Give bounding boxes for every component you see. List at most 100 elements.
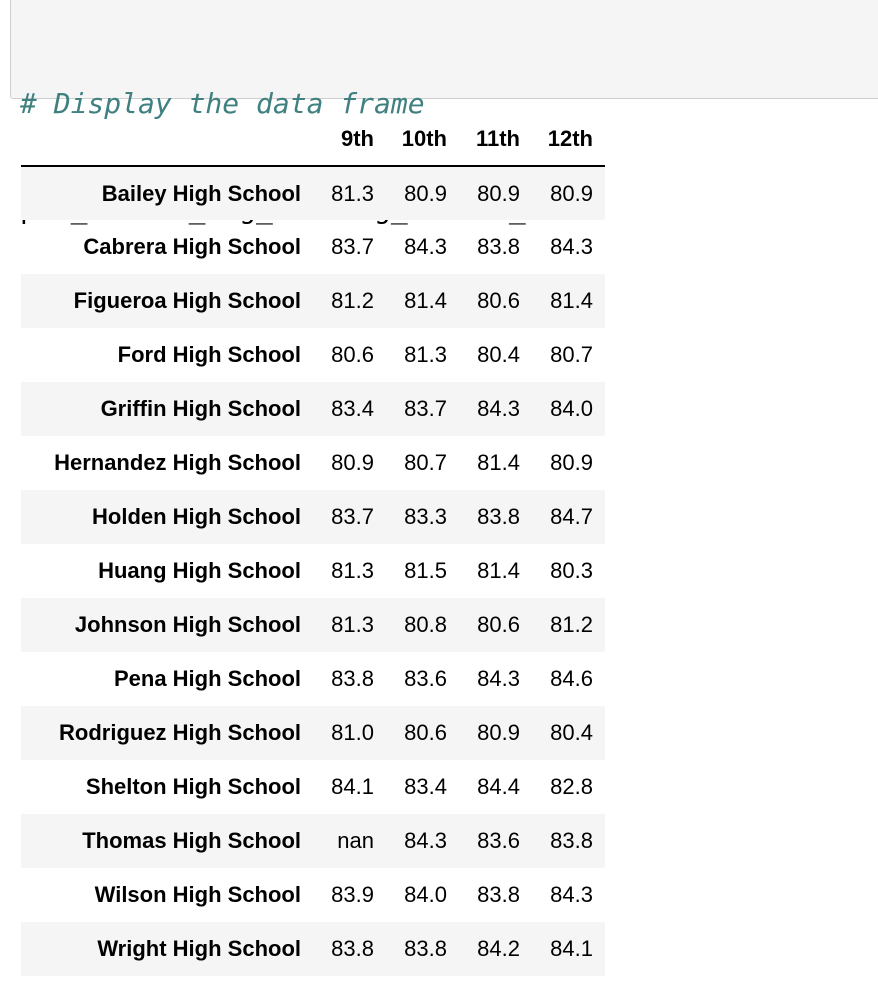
- table-body: Bailey High School 81.3 80.9 80.9 80.9 Cabrer…: [21, 166, 605, 976]
- table-cell-11th: 83.8: [477, 504, 520, 529]
- table-cell-12th: 84.3: [550, 234, 593, 259]
- row-index-label: Bailey High School: [101, 180, 301, 206]
- table-cell-9th: 80.6: [331, 342, 374, 367]
- table-row: Ford High School 80.6 81.3 80.4 80.7: [21, 328, 605, 382]
- row-index-label: Figueroa High School: [73, 288, 301, 313]
- table-cell-12th: 84.3: [550, 882, 593, 907]
- column-header-11th: 11th: [475, 125, 520, 151]
- table-cell-9th: 83.9: [331, 882, 374, 907]
- table-cell-12th: 80.9: [550, 450, 593, 475]
- table-cell-10th: 83.3: [404, 504, 447, 529]
- row-index-label: Wilson High School: [94, 882, 301, 907]
- column-header-10th: 10th: [401, 125, 447, 151]
- table-row: Cabrera High School 83.7 84.3 83.8 84.3: [21, 220, 605, 274]
- row-index-label: Johnson High School: [74, 612, 301, 637]
- table-cell-11th: 80.9: [477, 180, 520, 206]
- table-row: Shelton High School 84.1 83.4 84.4 82.8: [21, 760, 605, 814]
- table-cell-10th: 83.4: [404, 774, 447, 799]
- row-index-label: Griffin High School: [100, 396, 301, 421]
- table-cell-9th: 81.3: [331, 612, 374, 637]
- table-cell-11th: 80.6: [477, 612, 520, 637]
- table-cell-10th: 84.3: [404, 828, 447, 853]
- table-header: 9th 10th 11th 12th: [21, 112, 605, 166]
- table-cell-9th: 83.8: [331, 666, 374, 691]
- table-cell-10th: 81.4: [404, 288, 447, 313]
- table-cell-12th: 80.7: [550, 342, 593, 367]
- row-index-label: Shelton High School: [85, 774, 301, 799]
- table-row: Johnson High School 81.3 80.8 80.6 81.2: [21, 598, 605, 652]
- table-cell-10th: 80.7: [404, 450, 447, 475]
- table-cell-10th: 80.9: [404, 180, 447, 206]
- table-cell-10th: 83.7: [404, 396, 447, 421]
- table-cell-10th: 80.8: [404, 612, 447, 637]
- table-cell-10th: 83.8: [404, 936, 447, 961]
- table-cell-10th: 84.3: [404, 234, 447, 259]
- table-cell-9th: 81.3: [331, 558, 374, 583]
- table-cell-11th: 84.3: [477, 396, 520, 421]
- table-row: Holden High School 83.7 83.3 83.8 84.7: [21, 490, 605, 544]
- table-cell-11th: 80.9: [477, 720, 520, 745]
- table-cell-11th: 81.4: [477, 450, 520, 475]
- table-row: Bailey High School 81.3 80.9 80.9 80.9: [21, 166, 605, 220]
- row-index-label: Wright High School: [97, 936, 301, 961]
- table-cell-10th: 80.6: [404, 720, 447, 745]
- table-cell-10th: 81.5: [404, 558, 447, 583]
- row-index-label: Pena High School: [113, 666, 301, 691]
- table-cell-12th: 81.4: [550, 288, 593, 313]
- table-cell-11th: 80.4: [477, 342, 520, 367]
- table-cell-10th: 84.0: [404, 882, 447, 907]
- table-cell-9th: 83.4: [331, 396, 374, 421]
- table-cell-9th: 83.7: [331, 504, 374, 529]
- table-cell-10th: 81.3: [404, 342, 447, 367]
- table-cell-9th: 81.0: [331, 720, 374, 745]
- table-row: Wright High School 83.8 83.8 84.2 84.1: [21, 922, 605, 976]
- table-cell-12th: 80.4: [550, 720, 593, 745]
- table-cell-9th: 83.8: [331, 936, 374, 961]
- row-index-label: Huang High School: [98, 558, 301, 583]
- table-cell-9th: 81.2: [331, 288, 374, 313]
- table-cell-11th: 83.8: [477, 882, 520, 907]
- table-cell-9th: 84.1: [331, 774, 374, 799]
- table-cell-11th: 83.6: [477, 828, 520, 853]
- table-row: Huang High School 81.3 81.5 81.4 80.3: [21, 544, 605, 598]
- row-index-label: Cabrera High School: [83, 234, 301, 259]
- table-cell-12th: 84.0: [550, 396, 593, 421]
- table-cell-12th: 84.1: [550, 936, 593, 961]
- index-header: [21, 112, 313, 166]
- table-cell-11th: 83.8: [477, 234, 520, 259]
- table-cell-11th: 80.6: [477, 288, 520, 313]
- table-cell-10th: 83.6: [404, 666, 447, 691]
- table-cell-12th: 81.2: [550, 612, 593, 637]
- row-index-label: Hernandez High School: [54, 450, 301, 475]
- table-row: Hernandez High School 80.9 80.7 81.4 80.9: [21, 436, 605, 490]
- column-header-9th: 9th: [341, 125, 374, 151]
- table-cell-12th: 84.7: [550, 504, 593, 529]
- table-cell-11th: 84.2: [477, 936, 520, 961]
- table-cell-12th: 80.3: [550, 558, 593, 583]
- table-cell-12th: 83.8: [550, 828, 593, 853]
- code-cell-input[interactable]: # Display the data frame per_school_avg_…: [10, 0, 878, 225]
- row-index-label: Thomas High School: [82, 828, 301, 853]
- table-row: Thomas High School nan 84.3 83.6 83.8: [21, 814, 605, 868]
- table-cell-9th: nan: [337, 828, 374, 853]
- row-index-label: Ford High School: [117, 342, 301, 367]
- table-cell-9th: 80.9: [331, 450, 374, 475]
- table-cell-9th: 83.7: [331, 234, 374, 259]
- table-cell-11th: 84.4: [477, 774, 520, 799]
- table-row: Pena High School 83.8 83.6 84.3 84.6: [21, 652, 605, 706]
- table-row: Figueroa High School 81.2 81.4 80.6 81.4: [21, 274, 605, 328]
- table-cell-9th: 81.3: [331, 180, 374, 206]
- table-cell-12th: 80.9: [550, 180, 593, 206]
- table-row: Rodriguez High School 81.0 80.6 80.9 80.4: [21, 706, 605, 760]
- table-cell-12th: 84.6: [550, 666, 593, 691]
- code-comment: # Display the data frame: [20, 87, 425, 120]
- table-cell-11th: 84.3: [477, 666, 520, 691]
- row-index-label: Rodriguez High School: [59, 720, 301, 745]
- table-cell-11th: 81.4: [477, 558, 520, 583]
- header-row: 9th 10th 11th 12th: [21, 112, 605, 166]
- table-cell-12th: 82.8: [550, 774, 593, 799]
- table-row: Griffin High School 83.4 83.7 84.3 84.0: [21, 382, 605, 436]
- column-header-12th: 12th: [547, 125, 593, 151]
- row-index-label: Holden High School: [92, 504, 301, 529]
- code-line: per_school_avg_reading_scores_df: [20, 192, 560, 225]
